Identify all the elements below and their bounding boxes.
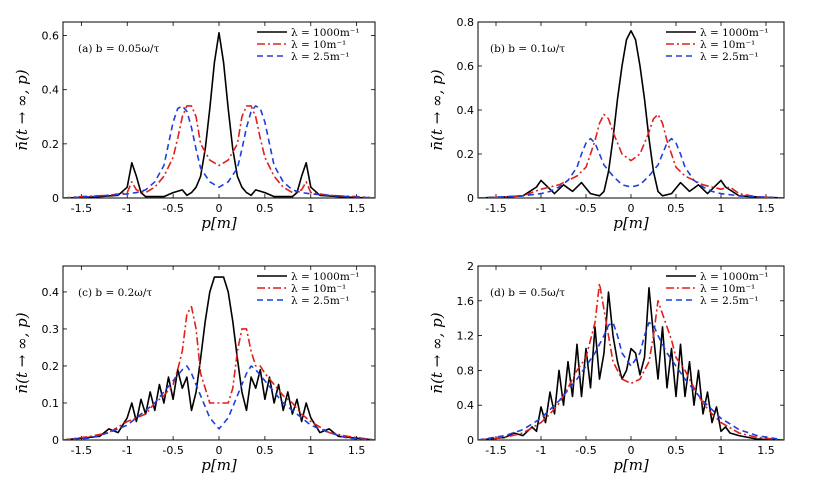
x-tick-label: -0.5	[575, 202, 596, 215]
x-tick-label: 1.5	[348, 444, 366, 457]
y-tick-label: 0.2	[42, 138, 60, 151]
y-tick-label: 1.6	[457, 295, 475, 308]
legend-label: λ = 10m⁻¹	[700, 283, 755, 295]
series-line-0	[478, 30, 784, 198]
y-axis-label: n̄(t → ∞, p)	[13, 312, 31, 393]
legend-label: λ = 10m⁻¹	[291, 39, 346, 51]
y-tick-label: 0	[52, 434, 59, 447]
x-tick-label: -1	[122, 202, 133, 215]
x-tick-label: 0	[628, 202, 635, 215]
x-tick-label: 1.5	[757, 444, 775, 457]
x-tick-label: -1	[536, 444, 547, 457]
x-tick-label: -1	[122, 444, 133, 457]
chart-panel-a: (a) b = 0.05ω/τ p[m] n̄(t → ∞, p) -1.5 -1…	[13, 21, 376, 232]
legend-label: λ = 1000m⁻¹	[700, 271, 769, 283]
y-tick-label: 0.3	[42, 323, 60, 336]
y-axis-label: n̄(t → ∞, p)	[428, 69, 446, 150]
x-tick-label: 1.5	[348, 202, 366, 215]
series-line-1	[478, 282, 784, 440]
y-tick-label: 0	[467, 434, 474, 447]
y-tick-label: 1.2	[457, 330, 475, 343]
x-tick-label: -1.5	[485, 444, 506, 457]
x-tick-label: -0.5	[162, 444, 183, 457]
series-line-1	[478, 113, 784, 198]
y-tick-label: 0.6	[42, 30, 60, 43]
y-tick-label: 0.4	[457, 104, 475, 117]
chart-panel-b: (b) b = 0.1ω/τ p[m] n̄(t → ∞, p) -1.5 -1 -…	[428, 16, 785, 232]
legend-label: λ = 2.5m⁻¹	[700, 295, 759, 307]
series-line-2	[478, 321, 784, 440]
x-axis-label: p[m]	[613, 214, 649, 232]
x-tick-label: 0.5	[667, 444, 685, 457]
legend-label: λ = 10m⁻¹	[700, 39, 755, 51]
series-line-0	[478, 287, 784, 440]
x-tick-label: 0	[628, 444, 635, 457]
x-tick-label: 1	[718, 444, 725, 457]
y-tick-label: 0.8	[457, 364, 475, 377]
x-tick-label: -1.5	[71, 444, 92, 457]
x-tick-label: 0	[216, 202, 223, 215]
x-tick-label: -0.5	[575, 444, 596, 457]
series-line-1	[63, 305, 375, 440]
legend-label: λ = 10m⁻¹	[291, 283, 346, 295]
chart-panel-c: (c) b = 0.2ω/τ p[m] n̄(t → ∞, p) -1.5 -1 -…	[13, 265, 376, 474]
y-tick-label: 0	[467, 192, 474, 205]
legend-label: λ = 2.5m⁻¹	[700, 51, 759, 63]
legend-label: λ = 1000m⁻¹	[700, 27, 769, 39]
legend-label: λ = 1000m⁻¹	[291, 271, 360, 283]
x-tick-label: 1	[307, 444, 314, 457]
x-axis-label: p[m]	[613, 456, 649, 474]
x-tick-label: -1	[536, 202, 547, 215]
x-tick-label: 0.5	[667, 202, 685, 215]
y-tick-label: 0.4	[42, 286, 60, 299]
x-tick-label: -0.5	[162, 202, 183, 215]
chart-title: (a) b = 0.05ω/τ	[78, 43, 159, 55]
legend-label: λ = 2.5m⁻¹	[291, 51, 350, 63]
series-line-1	[63, 105, 375, 198]
y-axis-label: n̄(t → ∞, p)	[13, 69, 31, 150]
y-axis-label: n̄(t → ∞, p)	[428, 312, 446, 393]
x-axis-label: p[m]	[201, 456, 237, 474]
x-tick-label: 0.5	[256, 202, 274, 215]
chart-title: (c) b = 0.2ω/τ	[78, 287, 152, 299]
y-tick-label: 0	[52, 192, 59, 205]
series-line-2	[63, 105, 375, 198]
x-tick-label: -1.5	[485, 202, 506, 215]
x-axis-label: p[m]	[201, 214, 237, 232]
x-tick-label: -1.5	[71, 202, 92, 215]
y-tick-label: 0.8	[457, 16, 475, 29]
chart-title: (b) b = 0.1ω/τ	[490, 43, 565, 55]
series-line-0	[63, 31, 375, 198]
y-tick-label: 0.6	[457, 60, 475, 73]
legend-label: λ = 2.5m⁻¹	[291, 295, 350, 307]
series-line-2	[478, 137, 784, 198]
legend-label: λ = 1000m⁻¹	[291, 27, 360, 39]
x-tick-label: 1	[307, 202, 314, 215]
series-line-2	[63, 365, 375, 440]
y-tick-label: 0.2	[42, 360, 60, 373]
x-tick-label: 1	[718, 202, 725, 215]
y-tick-label: 0.1	[42, 397, 60, 410]
chart-panel-d: (d) b = 0.5ω/τ p[m] n̄(t → ∞, p) -1.5 -1 -…	[428, 260, 785, 474]
y-tick-label: 0.2	[457, 148, 475, 161]
x-tick-label: 0.5	[256, 444, 274, 457]
x-tick-label: 0	[216, 444, 223, 457]
y-tick-label: 2	[467, 260, 474, 273]
x-tick-label: 1.5	[757, 202, 775, 215]
y-tick-label: 0.4	[42, 84, 60, 97]
y-tick-label: 0.4	[457, 399, 475, 412]
chart-title: (d) b = 0.5ω/τ	[490, 287, 565, 299]
